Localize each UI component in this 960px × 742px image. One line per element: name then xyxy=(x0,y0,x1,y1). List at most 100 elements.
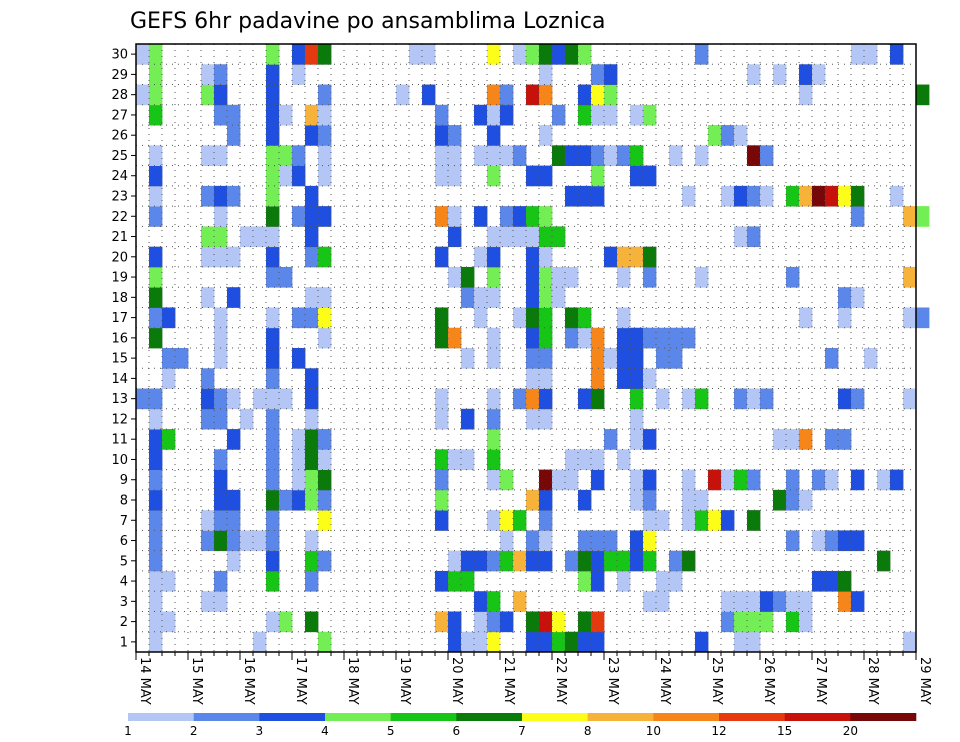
heatmap-cell xyxy=(487,84,501,106)
heatmap-cell xyxy=(201,226,215,248)
heatmap-cell xyxy=(682,469,696,491)
heatmap-cell xyxy=(279,145,293,166)
heatmap-cell xyxy=(240,408,254,430)
heatmap-cell xyxy=(630,550,644,572)
heatmap-cell xyxy=(539,368,553,389)
heatmap-cell xyxy=(149,469,163,491)
heatmap-cell xyxy=(266,469,280,491)
heatmap-cell xyxy=(799,429,813,450)
heatmap-cell xyxy=(487,246,501,268)
heatmap-cell xyxy=(825,469,839,491)
heatmap-cell xyxy=(513,307,527,329)
heatmap-cell xyxy=(591,185,605,207)
heatmap-cell xyxy=(656,348,670,369)
heatmap-cell xyxy=(409,44,423,65)
colorbar-segment xyxy=(522,713,588,721)
heatmap-cell xyxy=(604,145,618,166)
heatmap-cell xyxy=(708,510,722,531)
heatmap-cell xyxy=(266,246,280,268)
heatmap-cell xyxy=(214,84,228,106)
y-tick-label: 26 xyxy=(111,129,128,144)
heatmap-cell xyxy=(812,570,826,592)
heatmap-cell xyxy=(435,469,449,491)
heatmap-cell xyxy=(786,429,800,450)
heatmap-cell xyxy=(292,44,306,65)
heatmap-cell xyxy=(526,206,540,227)
heatmap-cell xyxy=(318,307,332,329)
heatmap-cell xyxy=(630,246,644,268)
heatmap-cell xyxy=(916,307,930,329)
heatmap-cell xyxy=(201,510,215,531)
heatmap-cell xyxy=(162,368,176,389)
heatmap-cell xyxy=(539,327,553,349)
heatmap-cell xyxy=(578,530,592,552)
heatmap-cell xyxy=(786,185,800,207)
heatmap-cell xyxy=(162,429,176,450)
heatmap-cell xyxy=(500,469,514,491)
heatmap-cell xyxy=(591,570,605,592)
heatmap-cell xyxy=(565,266,579,288)
heatmap-cell xyxy=(734,611,748,633)
heatmap-cell xyxy=(656,510,670,531)
heatmap-cell xyxy=(266,104,280,126)
heatmap-cell xyxy=(513,510,527,531)
heatmap-cell xyxy=(253,226,267,248)
heatmap-cell xyxy=(318,104,332,126)
heatmap-cell xyxy=(643,550,657,572)
x-tick-label: 19 MAY xyxy=(397,657,412,705)
heatmap-cell xyxy=(214,307,228,329)
heatmap-cell xyxy=(591,550,605,572)
heatmap-cell xyxy=(500,206,514,227)
heatmap-cell xyxy=(734,388,748,410)
heatmap-cell xyxy=(448,226,462,248)
y-tick-label: 18 xyxy=(111,291,128,306)
heatmap-cell xyxy=(812,185,826,207)
heatmap-cell xyxy=(630,489,644,511)
heatmap-cell xyxy=(227,550,241,572)
colorbar-segment xyxy=(587,713,654,721)
heatmap-cell xyxy=(578,327,592,349)
heatmap-cell xyxy=(578,449,592,470)
heatmap-cell xyxy=(500,530,514,552)
heatmap-cell xyxy=(552,226,566,248)
heatmap-cell xyxy=(604,84,618,106)
heatmap-cell xyxy=(149,145,163,166)
x-tick-label: 15 MAY xyxy=(189,657,204,705)
heatmap-cell xyxy=(565,327,579,349)
heatmap-cell xyxy=(565,145,579,166)
heatmap-cell xyxy=(227,530,241,552)
heatmap-cell xyxy=(136,44,150,65)
heatmap-cell xyxy=(591,348,605,369)
heatmap-cell xyxy=(435,327,449,349)
heatmap-cell xyxy=(734,591,748,612)
heatmap-cell xyxy=(617,266,631,288)
colorbar-label: 12 xyxy=(711,724,726,738)
heatmap-cell xyxy=(487,449,501,470)
heatmap-cell xyxy=(292,165,306,187)
heatmap-cell xyxy=(526,388,540,410)
heatmap-cell xyxy=(201,246,215,268)
heatmap-cell xyxy=(578,631,592,653)
heatmap-cell xyxy=(318,469,332,491)
heatmap-cell xyxy=(578,44,592,65)
colorbar-segment xyxy=(193,713,260,721)
heatmap-cell xyxy=(149,388,163,410)
heatmap-cell xyxy=(149,44,163,65)
heatmap-cell xyxy=(526,348,540,369)
heatmap-cell xyxy=(903,206,917,227)
heatmap-cell xyxy=(799,611,813,633)
heatmap-cell xyxy=(669,550,683,572)
y-tick-label: 10 xyxy=(111,453,128,468)
y-tick-label: 14 xyxy=(111,372,128,387)
heatmap-cell xyxy=(266,449,280,470)
heatmap-cell xyxy=(396,84,410,106)
heatmap-cell xyxy=(149,550,163,572)
heatmap-cell xyxy=(760,185,774,207)
heatmap-cell xyxy=(435,510,449,531)
heatmap-cell xyxy=(617,145,631,166)
heatmap-cell xyxy=(149,104,163,126)
x-tick-label: 14 MAY xyxy=(137,657,152,705)
heatmap-cell xyxy=(500,550,514,572)
heatmap-cell xyxy=(890,44,904,65)
